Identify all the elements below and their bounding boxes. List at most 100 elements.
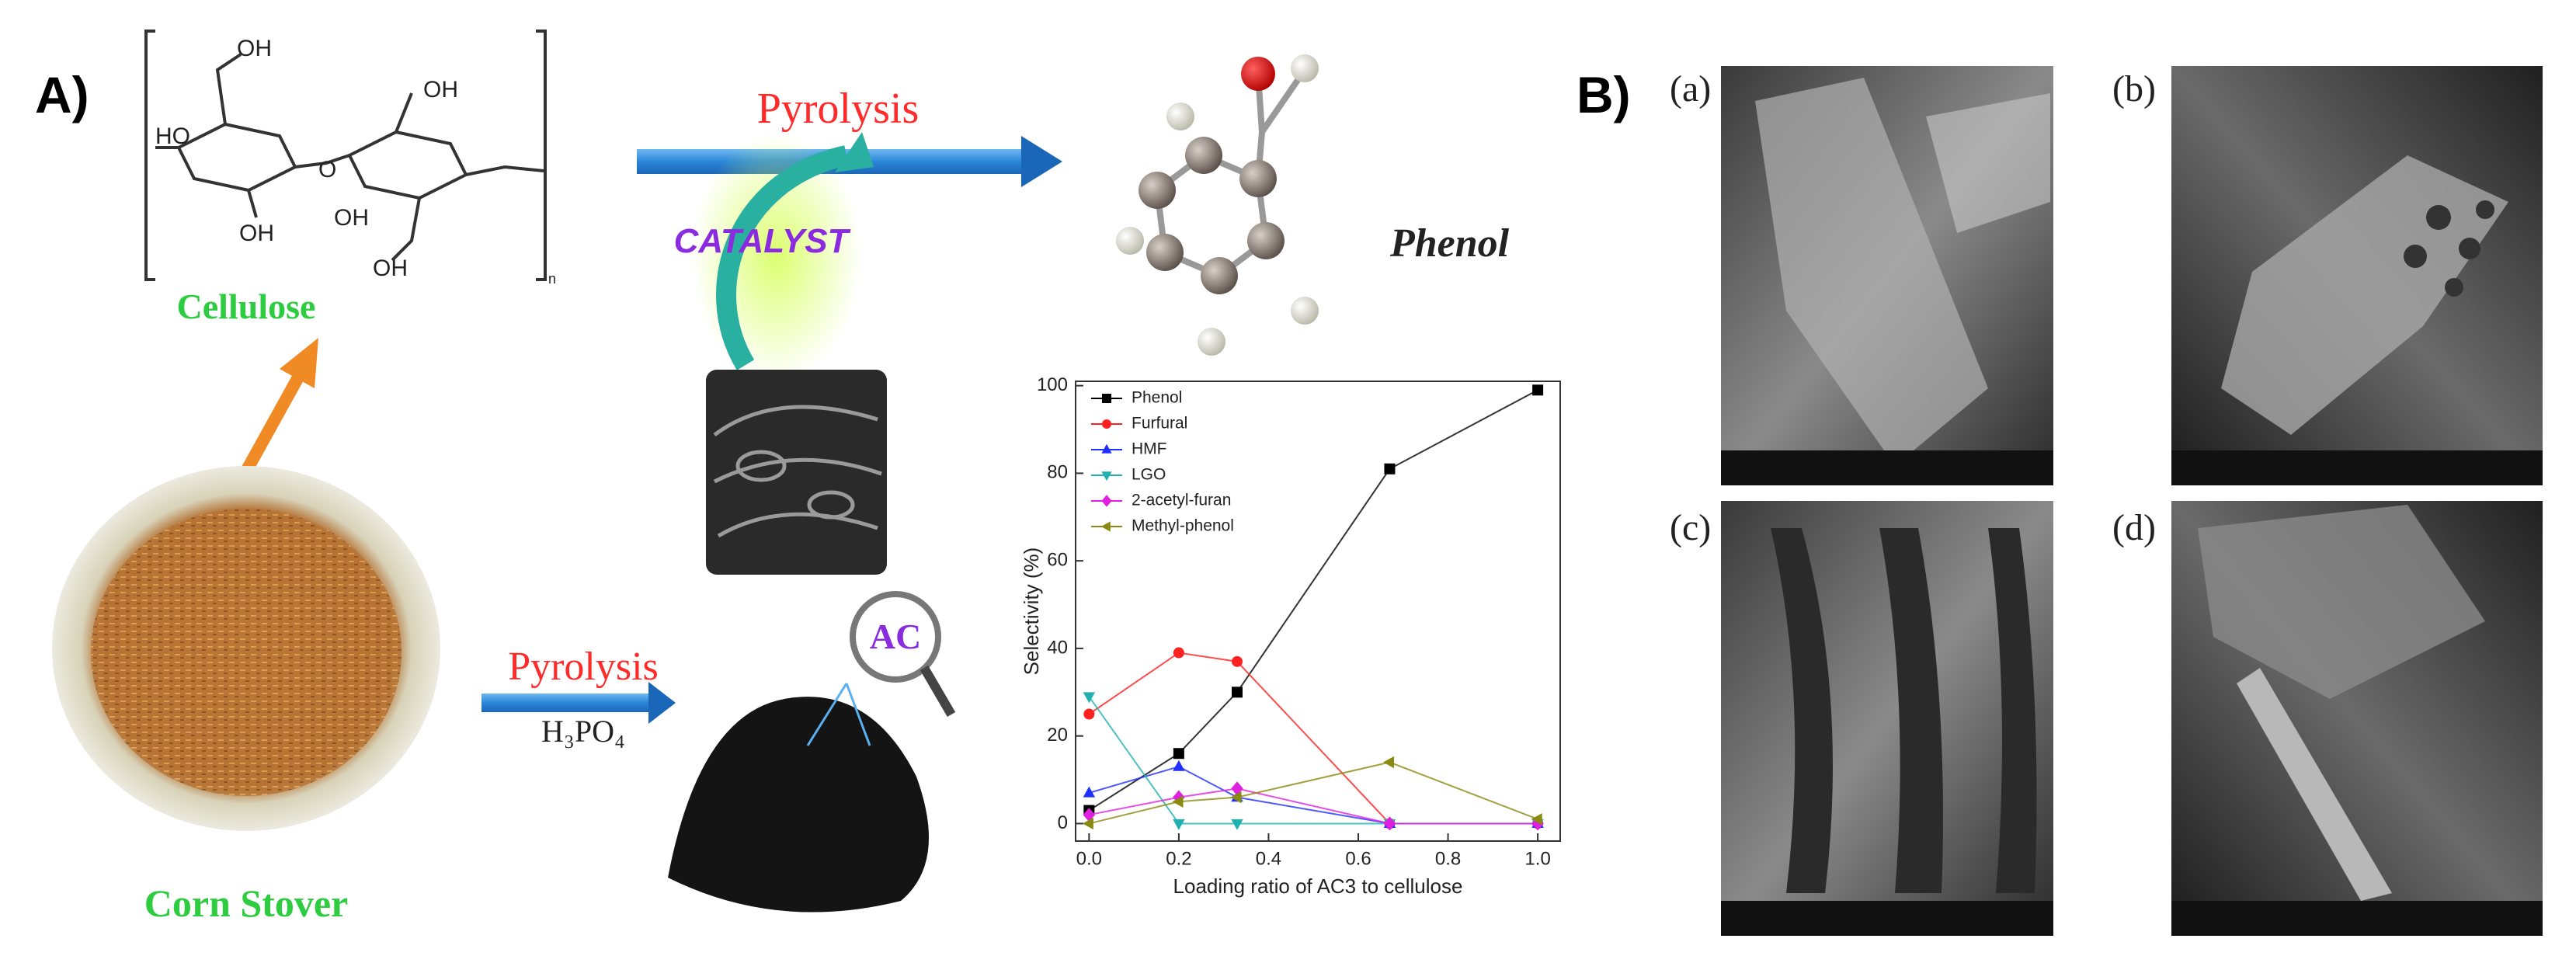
y-tick-label: 80 [1047, 462, 1068, 483]
orange-arrow [242, 338, 318, 473]
atom-label: OH [423, 77, 458, 103]
legend-marker [1102, 394, 1111, 403]
legend-marker [1100, 521, 1111, 532]
selectivity-chart: 0 20 40 60 80 100 0.0 0.2 0.4 0.6 0.8 1.0 Loading ra… [1020, 374, 1561, 898]
zoom-line [806, 683, 848, 746]
catalyst-arrow [716, 145, 849, 370]
x-tick-label: 0.2 [1166, 848, 1191, 869]
atom-label: OH [334, 205, 369, 231]
y-tick-label: 100 [1037, 374, 1068, 395]
atom-label: OH [239, 221, 274, 246]
marker [1383, 756, 1395, 769]
fiber [1755, 78, 1988, 466]
legend-marker [1101, 471, 1112, 481]
ring [347, 130, 468, 200]
panel-label: B) [1577, 66, 1631, 123]
x-tick-label: 1.0 [1524, 848, 1550, 869]
carbon-atom [1185, 137, 1222, 174]
ac-texture [713, 405, 882, 538]
plot-area [1075, 381, 1561, 842]
sem-image: (b) [2112, 66, 2543, 485]
arrow-head [835, 132, 874, 172]
scale-strip [1721, 450, 2053, 485]
sem-image: (c) [1670, 501, 2053, 936]
marker [1232, 687, 1243, 698]
marker [1173, 647, 1184, 659]
hydrogen-atom [1116, 227, 1144, 255]
x-axis-label: Loading ratio of AC3 to cellulose [1173, 874, 1463, 898]
marker [1083, 786, 1096, 798]
process-arrow [481, 682, 676, 724]
scale-strip [1721, 901, 2053, 936]
sem-image: (a) [1670, 66, 2053, 485]
carbon-atom [1146, 234, 1184, 271]
marker [1172, 795, 1184, 808]
legend-marker [1102, 419, 1111, 429]
marker [1083, 708, 1095, 720]
arrow-shaft [481, 694, 652, 712]
phenol-label: Phenol [1389, 221, 1510, 266]
x-tick-label: 0.0 [1076, 848, 1102, 869]
fiber [1926, 93, 2050, 233]
bracket [536, 30, 547, 281]
marker [1230, 791, 1242, 804]
legend-label: LGO [1132, 466, 1166, 484]
hydrogen-atom [1291, 54, 1319, 82]
y-tick-label: 0 [1058, 812, 1068, 833]
marker [1231, 781, 1243, 796]
arrow-shaft [242, 366, 308, 473]
marker [1173, 760, 1185, 771]
magnifier-handle [920, 665, 956, 718]
corn-stover-image [91, 509, 402, 796]
catalyst-label: CATALYST [674, 222, 851, 260]
atom-label: HO [155, 123, 190, 149]
magnifier [850, 591, 941, 683]
panel-a: A) OH HO OH O OH OH OH n Cellulose [35, 30, 1561, 925]
ring [176, 122, 297, 193]
oxygen-atom [1241, 57, 1275, 91]
phenol-molecule [1116, 54, 1319, 356]
panel-label: A) [35, 66, 89, 123]
y-tick-label: 40 [1047, 637, 1068, 658]
carbon-atom [1247, 222, 1285, 259]
bracket [144, 30, 155, 281]
bond [215, 53, 242, 125]
channels [1771, 528, 2037, 893]
ac-pile [668, 697, 929, 913]
y-axis-label: Selectivity (%) [1020, 548, 1043, 676]
marker [1231, 819, 1243, 830]
marker [1083, 692, 1096, 704]
image-label: (b) [2112, 68, 2156, 110]
structure-labels: OH HO OH O OH OH OH n [155, 36, 556, 287]
carbon-atom [1201, 257, 1238, 294]
legend-label: 2-acetyl-furan [1132, 492, 1231, 509]
pores [2404, 200, 2494, 297]
legend-label: Methyl-phenol [1132, 517, 1234, 535]
atom-label: OH [373, 256, 408, 281]
legend-label: Phenol [1132, 389, 1182, 407]
marker [1383, 816, 1396, 831]
marker [1384, 463, 1396, 475]
reagent-label: H₃PO₄ [541, 714, 625, 749]
arrow-head [1021, 136, 1062, 187]
image-label: (d) [2112, 507, 2156, 548]
fiber [2198, 505, 2485, 699]
bond [391, 197, 421, 262]
x-tick-label: 0.4 [1256, 848, 1281, 869]
ac-label: AC [870, 617, 921, 656]
marker [1173, 748, 1184, 760]
scale-strip [2171, 450, 2543, 485]
legend-marker [1101, 443, 1112, 454]
bond [465, 165, 544, 176]
bond [395, 92, 413, 133]
legend-label: HMF [1132, 440, 1167, 458]
pyrolysis-label: Pyrolysis [757, 85, 920, 133]
y-tick-label: 20 [1047, 725, 1068, 746]
arrow-head [280, 338, 318, 388]
image-label: (c) [1670, 507, 1711, 548]
carbon-atom [1239, 160, 1277, 197]
marker [1232, 655, 1243, 667]
pyrolysis-label: Pyrolysis [508, 645, 659, 689]
